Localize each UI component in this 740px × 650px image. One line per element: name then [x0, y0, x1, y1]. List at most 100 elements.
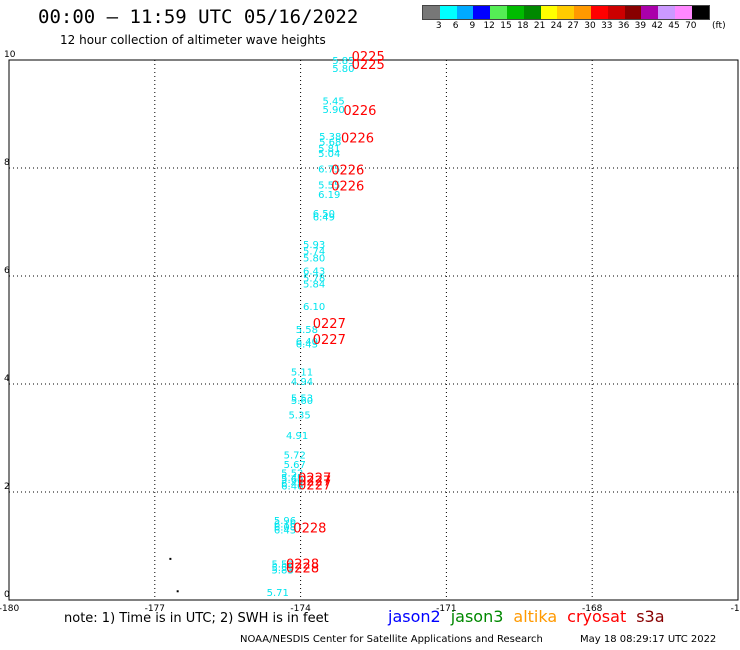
- time-label: 0227: [298, 471, 331, 486]
- color-scale-label: 3: [435, 21, 442, 31]
- color-scale-label: 39: [634, 21, 647, 31]
- color-swatch: [574, 6, 591, 19]
- y-tick-label: 2: [4, 482, 10, 492]
- wave-height-label: 6.08: [274, 522, 296, 533]
- wave-height-label: 6.16: [274, 520, 296, 531]
- wave-height-label: 5.68: [319, 137, 341, 148]
- wave-height-label: 6.43: [274, 526, 296, 537]
- data-point: [169, 557, 172, 560]
- color-scale-swatches: [422, 5, 710, 20]
- data-point: [176, 590, 179, 593]
- wave-height-label: 5.78: [303, 273, 325, 284]
- color-swatch: [473, 6, 491, 19]
- color-swatch: [490, 6, 507, 19]
- color-scale-labels: 3 6 9 12 15 18 21 24 27 30 33 36 39 42 45 70 (ft): [422, 20, 726, 34]
- y-tick-label: 6: [4, 266, 10, 276]
- color-scale-label: 15: [500, 21, 512, 31]
- color-scale-unit: (ft): [712, 21, 726, 31]
- color-scale-label: 21: [533, 21, 546, 31]
- color-scale-label: 70: [685, 21, 697, 31]
- wave-height-label: 5.38: [319, 132, 341, 143]
- wave-height-label: 5.93: [303, 240, 325, 251]
- wave-height-label: 6.50: [313, 209, 335, 220]
- time-label: 0227: [298, 478, 331, 493]
- x-tick-label: -171: [436, 604, 456, 614]
- x-tick-label: -180: [0, 604, 19, 614]
- wave-height-label: 6.43: [303, 266, 325, 277]
- wave-height-label: 6.49: [313, 212, 335, 223]
- wave-height-label: 5.81: [318, 144, 340, 155]
- wave-height-label: 4.91: [286, 431, 308, 442]
- wave-height-label: 5.52: [281, 468, 303, 479]
- color-scale-label: 24: [550, 21, 563, 31]
- wave-height-label: 6.46: [281, 481, 303, 492]
- satellite-legend-cryosat: cryosat: [567, 607, 627, 626]
- color-scale-label: 42: [651, 21, 663, 31]
- chart-axes: -180 -177 -174 -171 -168 -16 0 2 4 6 8 10: [0, 50, 740, 614]
- satellite-legend-altika: altika: [513, 607, 558, 626]
- color-swatch: [456, 6, 474, 19]
- chart-marks: 5.855.805.455.905.385.685.815.046.755.55…: [169, 50, 385, 599]
- wave-height-label: 6.43: [296, 339, 318, 350]
- color-swatch: [624, 6, 642, 19]
- color-scale-label: 9: [469, 21, 476, 31]
- wave-height-label: 5.83: [271, 566, 293, 577]
- wave-height-label: 5.71: [267, 588, 289, 599]
- chart-grid: [9, 60, 738, 600]
- wave-height-label: 5.85: [332, 56, 354, 67]
- color-scale-label: 36: [617, 21, 630, 31]
- time-label: 0227: [298, 475, 331, 490]
- footer-credit: NOAA/NESDIS Center for Satellite Applica…: [240, 634, 543, 645]
- wave-height-label: 5.35: [288, 411, 310, 422]
- wave-height-label: 6.40: [296, 337, 318, 348]
- wave-height-label: 6.48: [281, 479, 303, 490]
- color-swatch: [439, 6, 457, 19]
- satellite-legend: jason2 jason3 altika cryosat s3a: [388, 607, 675, 626]
- time-label: 0228: [286, 561, 319, 576]
- time-label: 0226: [331, 163, 364, 178]
- color-swatch: [423, 6, 440, 19]
- time-label: 0228: [286, 558, 319, 573]
- wave-height-label: 5.58: [296, 325, 318, 336]
- wave-height-label: 5.45: [281, 473, 303, 484]
- color-swatch: [658, 6, 675, 19]
- satellite-legend-jason3: jason3: [450, 607, 504, 626]
- wave-height-label: 5.96: [274, 516, 296, 527]
- chart-subtitle: 12 hour collection of altimeter wave hei…: [60, 33, 326, 47]
- color-swatch: [506, 6, 524, 19]
- time-label: 0226: [343, 104, 376, 119]
- wave-height-label: 5.80: [332, 64, 354, 75]
- x-tick-label: -16: [731, 604, 740, 614]
- plot-frame: [8, 59, 739, 601]
- color-scale-label: 33: [601, 21, 613, 31]
- y-tick-label: 10: [4, 50, 16, 60]
- color-swatch: [590, 6, 608, 19]
- wave-height-label: 6.75: [318, 164, 340, 175]
- footer-timestamp: May 18 08:29:17 UTC 2022: [580, 634, 717, 645]
- satellite-legend-s3a: s3a: [636, 607, 665, 626]
- color-scale-label: 45: [668, 21, 680, 31]
- color-swatch: [607, 6, 625, 19]
- time-label: 0225: [352, 58, 385, 73]
- wave-height-label: 5.55: [318, 181, 340, 192]
- page-title: 00:00 – 11:59 UTC 05/16/2022: [38, 6, 359, 28]
- time-label: 0227: [313, 317, 346, 332]
- time-label: 0225: [352, 50, 385, 65]
- satellite-legend-jason2: jason2: [388, 607, 441, 626]
- color-scale-legend: 3 6 9 12 15 18 21 24 27 30 33 36 39 42 45 70 (ft): [422, 5, 726, 34]
- wave-height-label: 5.90: [322, 105, 344, 116]
- x-tick-label: -177: [145, 604, 165, 614]
- chart-note: note: 1) Time is in UTC; 2) SWH is in fe…: [64, 611, 329, 626]
- wave-height-label: 5.74: [303, 246, 325, 257]
- wave-height-label: 5.60: [291, 396, 313, 407]
- time-label: 0226: [331, 180, 364, 195]
- color-swatch: [641, 6, 659, 19]
- wave-height-label: 5.67: [284, 460, 306, 471]
- color-scale-label: 18: [517, 21, 529, 31]
- wave-height-label: 6.19: [318, 190, 340, 201]
- time-label: 0227: [313, 333, 346, 348]
- time-label: 0228: [293, 522, 326, 537]
- wave-height-label: 4.94: [291, 377, 313, 388]
- y-tick-label: 8: [4, 158, 10, 168]
- color-swatch: [540, 6, 558, 19]
